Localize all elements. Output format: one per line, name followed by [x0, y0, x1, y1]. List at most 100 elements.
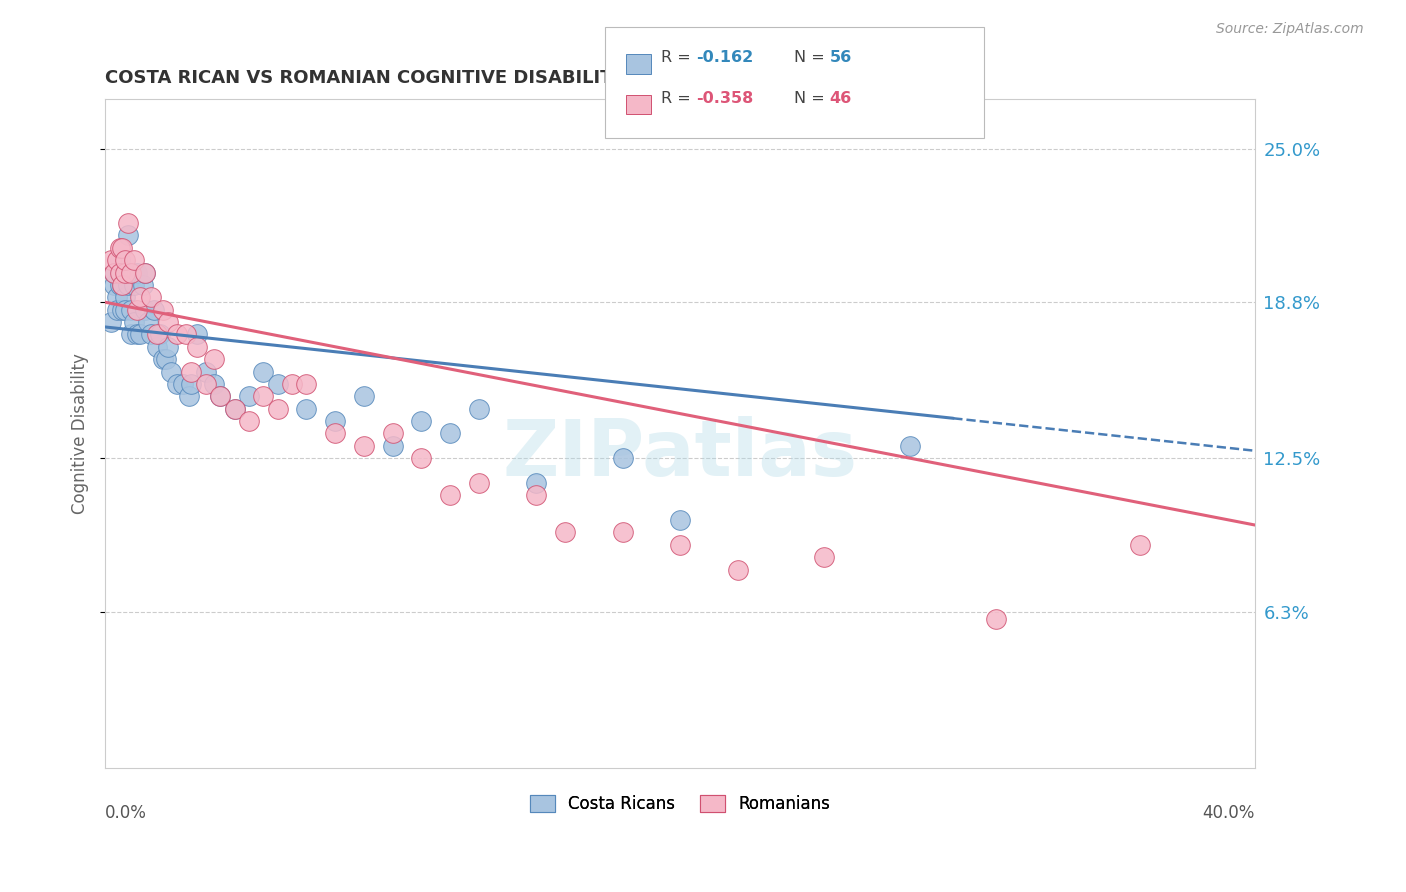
- Point: [143, 302, 166, 317]
- Point: [114, 253, 136, 268]
- Point: [353, 389, 375, 403]
- Point: [180, 376, 202, 391]
- Text: Source: ZipAtlas.com: Source: ZipAtlas.com: [1216, 22, 1364, 37]
- Point: [117, 228, 139, 243]
- Point: [103, 265, 125, 279]
- Point: [439, 488, 461, 502]
- Point: [141, 327, 163, 342]
- Point: [439, 426, 461, 441]
- Point: [105, 253, 128, 268]
- Point: [468, 401, 491, 416]
- Point: [134, 265, 156, 279]
- Point: [152, 352, 174, 367]
- Point: [267, 376, 290, 391]
- Text: -0.162: -0.162: [696, 51, 754, 65]
- Point: [149, 327, 172, 342]
- Point: [526, 488, 548, 502]
- Point: [108, 265, 131, 279]
- Point: [108, 277, 131, 292]
- Legend: Costa Ricans, Romanians: Costa Ricans, Romanians: [523, 788, 837, 820]
- Point: [125, 327, 148, 342]
- Point: [204, 376, 226, 391]
- Point: [122, 277, 145, 292]
- Point: [224, 401, 246, 416]
- Point: [252, 389, 274, 403]
- Point: [103, 277, 125, 292]
- Point: [174, 327, 197, 342]
- Point: [353, 439, 375, 453]
- Text: N =: N =: [794, 91, 831, 105]
- Text: COSTA RICAN VS ROMANIAN COGNITIVE DISABILITY CORRELATION CHART: COSTA RICAN VS ROMANIAN COGNITIVE DISABI…: [105, 69, 848, 87]
- Point: [381, 439, 404, 453]
- Point: [120, 302, 142, 317]
- Point: [125, 302, 148, 317]
- Point: [468, 475, 491, 490]
- Point: [281, 376, 304, 391]
- Point: [125, 265, 148, 279]
- Text: N =: N =: [794, 51, 831, 65]
- Point: [186, 340, 208, 354]
- Point: [103, 265, 125, 279]
- Point: [526, 475, 548, 490]
- Point: [146, 340, 169, 354]
- Point: [120, 327, 142, 342]
- Point: [194, 376, 217, 391]
- Point: [323, 414, 346, 428]
- Point: [108, 253, 131, 268]
- Point: [194, 365, 217, 379]
- Point: [122, 253, 145, 268]
- Point: [111, 241, 134, 255]
- Text: 0.0%: 0.0%: [105, 805, 148, 822]
- Point: [554, 525, 576, 540]
- Point: [117, 216, 139, 230]
- Point: [128, 327, 150, 342]
- Point: [134, 265, 156, 279]
- Point: [238, 389, 260, 403]
- Point: [157, 340, 180, 354]
- Point: [157, 315, 180, 329]
- Point: [134, 302, 156, 317]
- Point: [128, 290, 150, 304]
- Point: [111, 302, 134, 317]
- Text: R =: R =: [661, 51, 696, 65]
- Point: [172, 376, 194, 391]
- Point: [117, 277, 139, 292]
- Point: [131, 277, 153, 292]
- Point: [295, 376, 318, 391]
- Point: [105, 302, 128, 317]
- Point: [295, 401, 318, 416]
- Point: [323, 426, 346, 441]
- Point: [122, 315, 145, 329]
- Point: [114, 290, 136, 304]
- Point: [108, 241, 131, 255]
- Point: [612, 451, 634, 466]
- Point: [209, 389, 232, 403]
- Point: [138, 315, 160, 329]
- Point: [224, 401, 246, 416]
- Point: [1129, 538, 1152, 552]
- Point: [105, 290, 128, 304]
- Point: [727, 563, 749, 577]
- Point: [166, 376, 188, 391]
- Point: [111, 277, 134, 292]
- Point: [120, 265, 142, 279]
- Point: [209, 389, 232, 403]
- Point: [160, 365, 183, 379]
- Point: [669, 513, 692, 527]
- Point: [177, 389, 200, 403]
- Text: R =: R =: [661, 91, 696, 105]
- Point: [381, 426, 404, 441]
- Point: [100, 253, 122, 268]
- Point: [141, 290, 163, 304]
- Point: [411, 414, 433, 428]
- Point: [898, 439, 921, 453]
- Text: -0.358: -0.358: [696, 91, 754, 105]
- Text: ZIPatlas: ZIPatlas: [503, 416, 858, 491]
- Point: [204, 352, 226, 367]
- Point: [114, 302, 136, 317]
- Point: [146, 327, 169, 342]
- Point: [669, 538, 692, 552]
- Text: 40.0%: 40.0%: [1202, 805, 1256, 822]
- Point: [166, 327, 188, 342]
- Point: [100, 315, 122, 329]
